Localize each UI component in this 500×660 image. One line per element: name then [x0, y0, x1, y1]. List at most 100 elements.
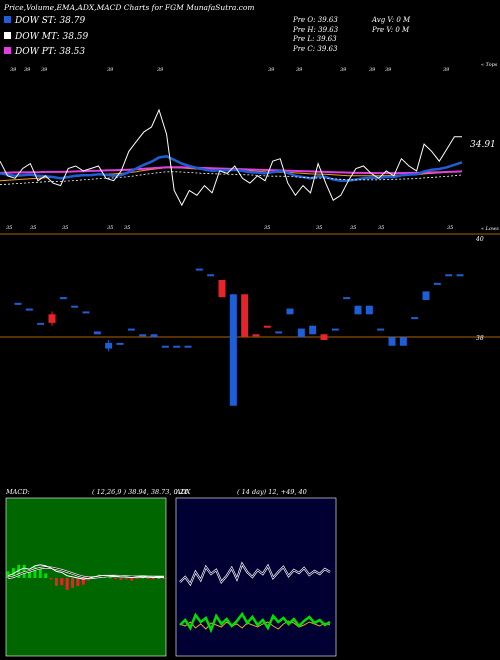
minus-di-line [179, 620, 331, 630]
adx-values: ( 14 day) 12, +49, 40 [237, 488, 307, 496]
candle-body-5 [71, 305, 79, 308]
candle-body-21 [252, 334, 260, 337]
macd-hist-bar-12 [71, 578, 75, 588]
macd-hist-bar-26 [146, 578, 150, 579]
lows-label: « Lows [481, 226, 499, 232]
macd-line [7, 564, 165, 580]
macd-hist-bar-7 [44, 573, 48, 578]
tops-ticks: 39 39 39 39 39 39 39 39 39 39 39 [10, 67, 450, 73]
low-tick-1: 35 [30, 225, 36, 231]
candle-body-32 [377, 328, 385, 331]
candle-body-12 [150, 334, 158, 338]
macd-hist-bar-11 [65, 578, 69, 590]
candle-body-16 [195, 268, 203, 271]
candle-body-33 [388, 337, 396, 346]
top-tick-7: 39 [340, 67, 347, 73]
macd-hist-bar-10 [60, 578, 64, 586]
macd-hist-bar-9 [54, 578, 58, 586]
candle-body-30 [354, 305, 362, 315]
top-tick-8: 39 [369, 67, 376, 73]
macd-label: MACD: [5, 488, 30, 496]
candle-body-15 [184, 345, 192, 348]
legend-pt: DOW PT: 38.53 [14, 47, 85, 57]
candles [14, 268, 464, 406]
adx-line-core [179, 563, 331, 585]
candle-body-7 [93, 331, 101, 335]
low-tick-5: 35 [264, 225, 270, 231]
top-tick-6: 39 [296, 67, 303, 73]
low-tick-7: 35 [350, 225, 356, 231]
macd-hist-bar-25 [140, 577, 144, 579]
adx-plot [179, 561, 331, 634]
candle-body-23 [275, 331, 283, 334]
lows-ticks: 35 35 35 35 35 35 35 35 35 35 [6, 225, 453, 231]
macd-hist-bar-27 [151, 578, 155, 580]
macd-hist-bar-23 [130, 578, 134, 581]
legend-mt: DOW MT: 38.59 [14, 32, 89, 42]
top-tick-9: 39 [385, 67, 392, 73]
candle-panel: 40 38 [0, 236, 500, 406]
candle-body-22 [263, 325, 271, 328]
stat-avg-volume: Avg V: 0 M [371, 16, 411, 24]
macd-hist-bar-19 [108, 577, 112, 579]
candle-body-36 [422, 291, 430, 300]
candle-body-26 [309, 325, 317, 335]
candle-body-3 [48, 314, 56, 323]
macd-hist-bar-21 [119, 578, 123, 580]
candle-body-17 [207, 274, 215, 277]
macd-hist-bar-5 [33, 566, 37, 578]
legend-st: DOW ST: 38.79 [14, 16, 85, 26]
candle-body-2 [37, 322, 45, 325]
candle-body-13 [161, 345, 169, 348]
low-tick-0: 35 [6, 225, 12, 231]
stat-prev-volume: Pre V: 0 M [371, 26, 410, 34]
stats-block: Pre O: 39.63 Pre H: 39.63 Pre L: 39.63 P… [292, 16, 411, 53]
price-line [0, 108, 462, 207]
candle-body-10 [127, 328, 135, 331]
macd-hist-bar-14 [81, 578, 85, 585]
candle-body-19 [229, 294, 237, 406]
candle-body-8 [105, 342, 113, 349]
macd-hist-bar-29 [162, 578, 166, 579]
macd-values: ( 12,26,9 ) 38.94, 38.73, 0.21 [92, 488, 188, 496]
price-lines [0, 108, 463, 207]
low-tick-9: 35 [447, 225, 453, 231]
candle-body-18 [218, 280, 226, 298]
ema-mid-dotted-line [0, 171, 463, 186]
macd-plot [6, 564, 166, 590]
candle-body-29 [343, 297, 351, 300]
macd-hist-bar-4 [28, 571, 32, 578]
candle-body-4 [59, 297, 67, 300]
candle-body-28 [331, 328, 339, 331]
legend-swatch-pt [4, 47, 11, 54]
price-ema-panel: « Tops « Lows 39 39 39 39 39 39 39 39 39 39 39 35 3… [0, 62, 499, 232]
macd-hist-bar-13 [76, 578, 80, 586]
macd-hist-bar-20 [114, 578, 118, 579]
low-tick-2: 35 [62, 225, 68, 231]
candle-body-11 [139, 334, 147, 337]
low-tick-8: 35 [378, 225, 384, 231]
low-tick-6: 35 [316, 225, 322, 231]
candle-body-0 [14, 302, 22, 305]
top-tick-3: 39 [107, 67, 114, 73]
tops-label: « Tops [481, 62, 498, 68]
candle-body-20 [241, 294, 249, 338]
legend-swatch-mt [4, 32, 11, 39]
macd-hist-bar-28 [157, 578, 161, 579]
macd-hist-bar-15 [87, 578, 91, 581]
adx-label: ADX [175, 488, 191, 496]
top-tick-0: 39 [10, 67, 17, 73]
stat-prev-close: Pre C: 39.63 [292, 45, 338, 53]
stat-prev-low: Pre L: 39.63 [292, 35, 337, 43]
macd-hist-bar-22 [124, 578, 128, 580]
candle-body-35 [411, 317, 419, 320]
chart-title: Price,Volume,EMA,ADX,MACD Charts for FGM… [3, 3, 255, 12]
top-tick-4: 39 [157, 67, 164, 73]
last-price-label: 34.91 [470, 140, 496, 150]
top-tick-10: 39 [443, 67, 450, 73]
candle-body-25 [297, 328, 305, 338]
macd-hist-bar-0 [6, 571, 10, 578]
top-tick-2: 39 [41, 67, 48, 73]
macd-hist-bar-24 [135, 578, 139, 579]
